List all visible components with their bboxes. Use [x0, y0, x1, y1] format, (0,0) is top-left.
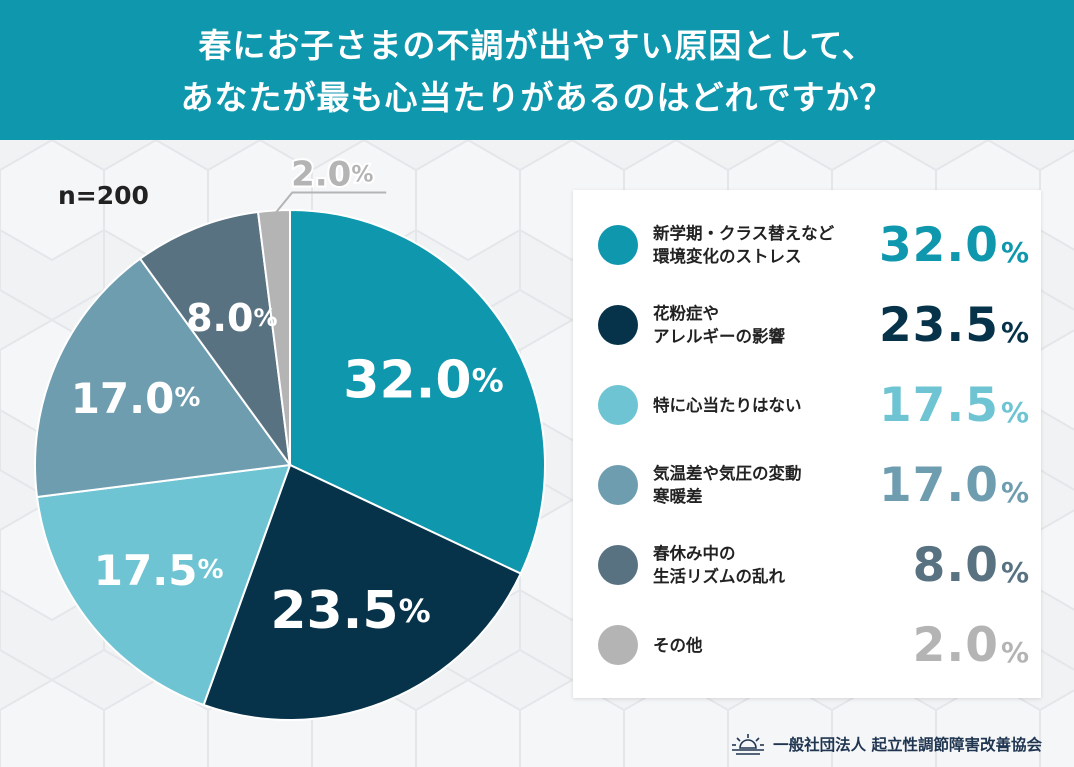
legend-value: 8.0%: [913, 530, 1029, 600]
slice-value-label-outside: 2.0%: [291, 154, 373, 194]
sunrise-icon: [732, 734, 765, 755]
slice-environment-stress: [289, 208, 546, 575]
legend-label-line-1: 特に心当たりはない: [653, 395, 802, 415]
legend-value-percent-sign: %: [1000, 555, 1029, 589]
page-header: 春にお子さまの不調が出やすい原因として、 あなたが最も心当たりがあるのはどれです…: [0, 0, 1074, 140]
legend-label: 特に心当たりはない: [653, 370, 863, 440]
legend-label: 春休み中の生活リズムの乱れ: [653, 530, 863, 600]
legend-value: 17.0%: [879, 450, 1029, 520]
slice-value-label: 8.0%: [186, 296, 277, 340]
legend: 新学期・クラス替えなど 環境変化のストレス 32.0% 花粉症や アレルギーの影響 23.…: [573, 190, 1041, 698]
legend-label-line-2: 生活リズムの乱れ: [653, 567, 785, 586]
slice-spring-break-rhythm: [138, 210, 291, 466]
slice-value-label: 23.5%: [270, 581, 430, 641]
legend-label: 花粉症やアレルギーの影響: [653, 290, 863, 360]
legend-item-other: その他 2.0%: [573, 610, 1041, 680]
legend-item-no-idea: 特に心当たりはない 17.5%: [573, 370, 1041, 440]
sample-size-label: n=200: [58, 181, 149, 210]
legend-value-percent-sign: %: [1000, 635, 1029, 669]
slice-no-idea: [35, 463, 292, 707]
legend-label: その他: [653, 610, 863, 680]
legend-label: 気温差や気圧の変動 寒暖差: [653, 450, 863, 520]
slice-temperature-pressure: [34, 257, 292, 499]
legend-value-percent-sign: %: [1000, 475, 1029, 509]
legend-value-number: 23.5: [878, 297, 999, 353]
legend-color-dot: [598, 225, 638, 265]
legend-value-number: 32.0: [878, 217, 999, 273]
leader-line: [273, 191, 387, 216]
legend-color-dot: [598, 625, 638, 665]
legend-value-percent-sign: %: [1000, 315, 1029, 349]
legend-item-pollen-allergy: 花粉症や アレルギーの影響 23.5%: [573, 290, 1041, 360]
legend-value-number: 8.0: [912, 537, 999, 593]
title-line-2: あなたが最も心当たりがあるのはどれですか？: [180, 78, 894, 117]
legend-label: 新学期・クラス替えなど 環境変化のストレス: [653, 210, 863, 280]
legend-value-number: 17.0: [878, 457, 999, 513]
legend-label-line-2: アレルギーの影響: [653, 327, 785, 346]
legend-value-percent-sign: %: [1000, 235, 1029, 269]
legend-item-spring-break-rhythm: 春休み中の生活リズムの乱れ 8.0%: [573, 530, 1041, 600]
legend-label-line-2: 寒暖差: [653, 487, 703, 506]
footer-organization: 一般社団法人 起立性調節障害改善協会: [731, 733, 1042, 755]
slice-value-label: 17.5%: [94, 546, 224, 595]
legend-color-dot: [598, 465, 638, 505]
slice-pollen-allergy: [202, 463, 523, 721]
pie-chart: 32.0% 23.5% 17.5% 17.0% 8.0% 2.0%: [34, 152, 546, 721]
legend-value: 2.0%: [913, 610, 1029, 680]
slice-value-label: 17.0%: [71, 374, 201, 423]
legend-label-line-1: 春休み中の: [653, 544, 736, 563]
legend-label-line-1: 新学期・クラス替えなど: [653, 224, 835, 243]
slice-value-label: 32.0%: [343, 350, 503, 410]
legend-color-dot: [598, 545, 638, 585]
legend-value-percent-sign: %: [1000, 395, 1029, 429]
organization-name: 一般社団法人 起立性調節障害改善協会: [773, 736, 1042, 754]
title-line-1: 春にお子さまの不調が出やすい原因として、: [198, 26, 876, 65]
legend-value: 17.5%: [879, 370, 1029, 440]
legend-label-line-1: 花粉症や: [653, 304, 719, 323]
legend-label-line-1: 気温差や気圧の変動: [653, 464, 802, 483]
legend-item-temperature-pressure: 気温差や気圧の変動 寒暖差 17.0%: [573, 450, 1041, 520]
legend-item-environment-stress: 新学期・クラス替えなど 環境変化のストレス 32.0%: [573, 210, 1041, 280]
legend-color-dot: [598, 385, 638, 425]
legend-value-number: 17.5: [878, 377, 999, 433]
legend-value: 32.0%: [879, 210, 1029, 280]
legend-color-dot: [598, 305, 638, 345]
legend-value: 23.5%: [879, 290, 1029, 360]
legend-label-line-2: 環境変化のストレス: [653, 247, 802, 266]
legend-value-number: 2.0: [912, 617, 999, 673]
legend-label-line-1: その他: [653, 635, 703, 655]
slice-other: [256, 208, 291, 466]
